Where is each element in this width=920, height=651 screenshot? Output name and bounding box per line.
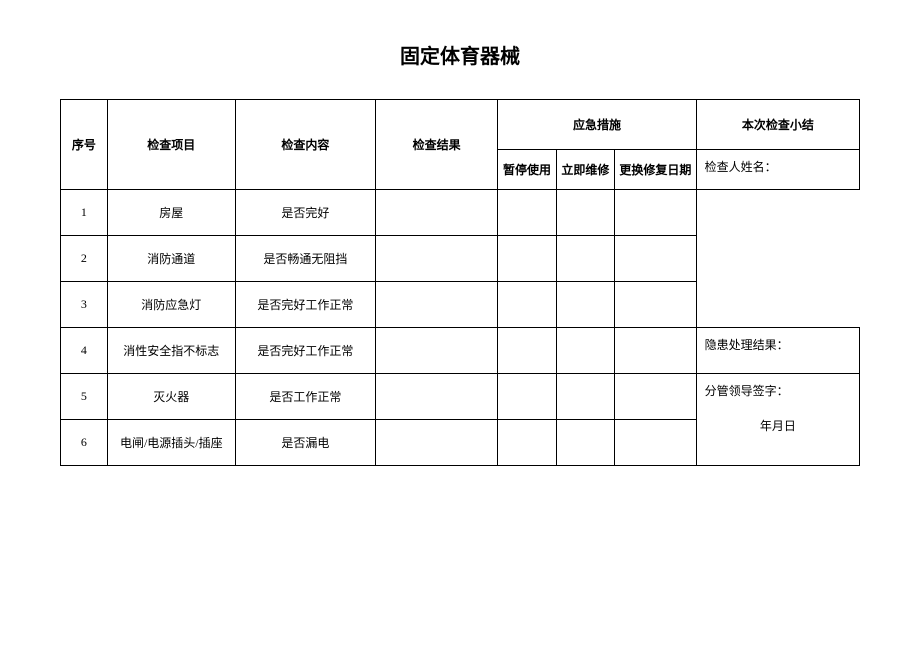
summary-inspector: 检查人姓名： (696, 150, 859, 190)
cell-content: 是否漏电 (235, 420, 375, 466)
cell-content: 是否工作正常 (235, 374, 375, 420)
table-row: 4 消性安全指不标志 是否完好工作正常 隐患处理结果： (61, 328, 860, 374)
table-row: 2 消防通道 是否畅通无阻挡 (61, 236, 860, 282)
cell-replace (615, 328, 697, 374)
cell-result (375, 328, 497, 374)
cell-item: 消性安全指不标志 (107, 328, 235, 374)
cell-replace (615, 236, 697, 282)
header-summary: 本次检查小结 (696, 100, 859, 150)
table-row: 3 消防应急灯 是否完好工作正常 (61, 282, 860, 328)
inspection-table: 序号 检查项目 检查内容 检查结果 应急措施 本次检查小结 暂停使用 立即维修 … (60, 99, 860, 466)
cell-repair (556, 374, 614, 420)
cell-replace (615, 282, 697, 328)
cell-result (375, 374, 497, 420)
cell-result (375, 190, 497, 236)
cell-replace (615, 374, 697, 420)
cell-pause (498, 374, 556, 420)
cell-repair (556, 190, 614, 236)
cell-repair (556, 328, 614, 374)
cell-pause (498, 420, 556, 466)
cell-pause (498, 328, 556, 374)
cell-item: 灭火器 (107, 374, 235, 420)
cell-seq: 3 (61, 282, 108, 328)
cell-repair (556, 420, 614, 466)
cell-item: 消防通道 (107, 236, 235, 282)
header-item: 检查项目 (107, 100, 235, 190)
summary-leader: 分管领导签字： (705, 382, 851, 399)
header-replace: 更换修复日期 (615, 150, 697, 190)
cell-content: 是否完好工作正常 (235, 282, 375, 328)
header-content: 检查内容 (235, 100, 375, 190)
cell-content: 是否完好工作正常 (235, 328, 375, 374)
summary-leader-block: 分管领导签字： 年月日 (696, 374, 859, 466)
cell-result (375, 236, 497, 282)
header-seq: 序号 (61, 100, 108, 190)
cell-seq: 4 (61, 328, 108, 374)
cell-seq: 6 (61, 420, 108, 466)
cell-repair (556, 282, 614, 328)
cell-content: 是否畅通无阻挡 (235, 236, 375, 282)
cell-pause (498, 282, 556, 328)
cell-replace (615, 190, 697, 236)
table-row: 5 灭火器 是否工作正常 分管领导签字： 年月日 (61, 374, 860, 420)
cell-seq: 1 (61, 190, 108, 236)
page-title: 固定体育器械 (60, 40, 860, 69)
cell-repair (556, 236, 614, 282)
cell-seq: 2 (61, 236, 108, 282)
header-pause: 暂停使用 (498, 150, 556, 190)
summary-hazard: 隐患处理结果： (696, 328, 859, 374)
cell-result (375, 420, 497, 466)
cell-seq: 5 (61, 374, 108, 420)
cell-replace (615, 420, 697, 466)
cell-pause (498, 190, 556, 236)
header-repair: 立即维修 (556, 150, 614, 190)
table-row: 1 房屋 是否完好 (61, 190, 860, 236)
header-emergency: 应急措施 (498, 100, 696, 150)
cell-item: 房屋 (107, 190, 235, 236)
cell-result (375, 282, 497, 328)
summary-date: 年月日 (705, 417, 851, 434)
cell-item: 电闸/电源插头/插座 (107, 420, 235, 466)
cell-content: 是否完好 (235, 190, 375, 236)
header-result: 检查结果 (375, 100, 497, 190)
cell-pause (498, 236, 556, 282)
cell-item: 消防应急灯 (107, 282, 235, 328)
